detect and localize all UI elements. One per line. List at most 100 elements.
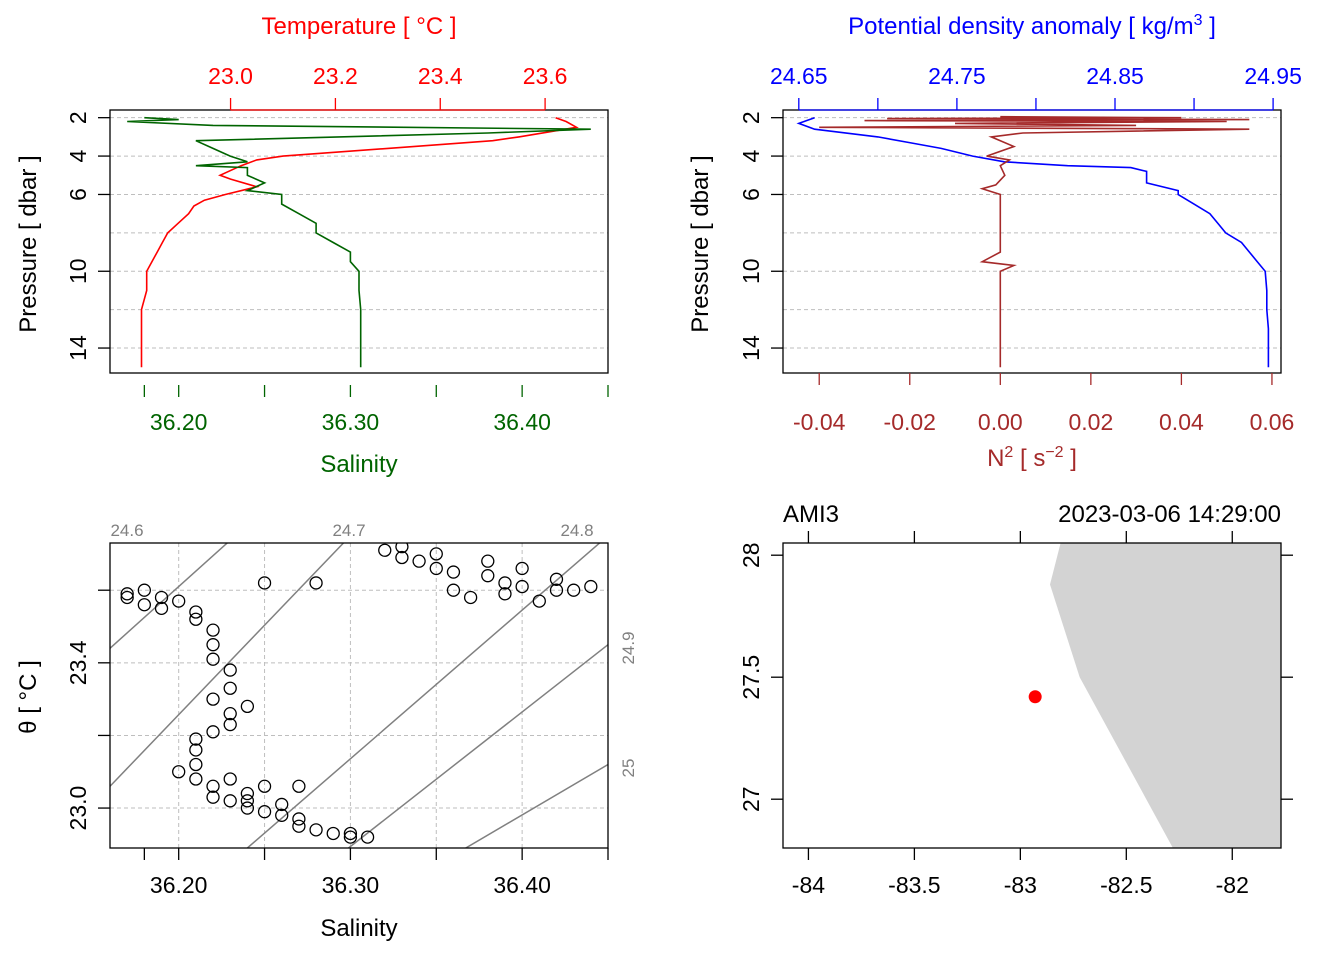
p3-data-point bbox=[223, 717, 237, 732]
p3-data-point bbox=[189, 743, 203, 757]
p2-left-tick-label: 10 bbox=[738, 258, 764, 284]
p3-data-point bbox=[481, 554, 495, 568]
p1-bottom-tick-label: 36.40 bbox=[493, 409, 551, 435]
p3-isopycnal-line bbox=[246, 543, 601, 848]
p3-data-point bbox=[378, 543, 392, 557]
p2-axes: 24.65 24.75 24.85 24.95 -0.04 -0.02 0.00 0.02 0.… bbox=[738, 63, 1302, 435]
p3-isopycnal-label-right: 24.9 bbox=[619, 631, 638, 664]
p1-top-tick-label: 23.6 bbox=[523, 63, 568, 89]
p3-data-point bbox=[292, 779, 306, 793]
p3-data-point bbox=[515, 561, 529, 576]
p3-data-point bbox=[223, 794, 237, 808]
p4-x-tick-label: -83 bbox=[1004, 872, 1037, 898]
p1-bottom-tick-label: 36.30 bbox=[322, 409, 380, 435]
p3-data-point bbox=[292, 812, 306, 826]
p3-data-point bbox=[257, 805, 272, 819]
p3-data-point bbox=[309, 576, 323, 590]
p3-data-point bbox=[189, 772, 203, 786]
p3-data-point bbox=[206, 692, 220, 706]
p3-data-point bbox=[189, 605, 203, 619]
p3-data-point bbox=[498, 587, 512, 601]
p2-top-tick-label: 24.65 bbox=[770, 63, 828, 89]
p3-data-point bbox=[223, 707, 237, 721]
p2-top-tick-label: 24.85 bbox=[1086, 63, 1144, 89]
p3-ylabel: θ [ °C ] bbox=[15, 660, 42, 734]
p3-isopycnal-line bbox=[347, 644, 608, 848]
p1-plot-frame bbox=[109, 109, 609, 374]
p3-data-point bbox=[223, 681, 237, 695]
p4-land-polygon bbox=[1050, 543, 1281, 848]
p2-bottom-tick-label: 0.06 bbox=[1250, 409, 1295, 435]
p4-station bbox=[1028, 690, 1042, 704]
p2-left-axis-title: Pressure [ dbar ] bbox=[687, 155, 714, 332]
p3-data-point bbox=[584, 579, 598, 594]
p2-bottom-tick-label: -0.04 bbox=[793, 409, 846, 435]
p3-isopycnal-line bbox=[110, 543, 229, 649]
p4-y-tick-label: 27.5 bbox=[738, 655, 764, 700]
p3-data-point bbox=[240, 794, 255, 808]
p2-bottom-tick-label: 0.00 bbox=[978, 409, 1023, 435]
p3-isopycnal-line bbox=[110, 543, 345, 787]
p4-plot-frame bbox=[782, 542, 1282, 849]
p3-data-point bbox=[343, 830, 358, 844]
p3-data-point bbox=[326, 826, 340, 841]
p3-data-point bbox=[240, 786, 255, 801]
p4-land bbox=[1050, 543, 1281, 848]
p3-x-tick-label: 36.30 bbox=[322, 872, 380, 898]
p3-data-point bbox=[206, 652, 220, 666]
p4-y-tick-label: 28 bbox=[738, 542, 764, 568]
p3-data-point bbox=[275, 808, 289, 822]
p1-bottom-axis-title: Salinity bbox=[320, 451, 397, 478]
p2-left-tick-label: 2 bbox=[738, 111, 764, 124]
p3-isopycnal-label-top: 24.6 bbox=[110, 521, 143, 540]
panel-station-map: -84 -83.5 -83 -82.5 -82 27 27.5 28 AMI3 2023-03… bbox=[738, 501, 1293, 898]
p3-data-point bbox=[137, 598, 151, 612]
p4-station-name: AMI3 bbox=[783, 501, 839, 528]
p3-data-point bbox=[189, 612, 203, 626]
p3-x-tick-label: 36.20 bbox=[150, 872, 208, 898]
p3-data-point bbox=[549, 572, 564, 586]
p3-data-point bbox=[206, 725, 220, 739]
p2-bottom-tick-label: 0.04 bbox=[1159, 409, 1204, 435]
p3-data-point bbox=[206, 790, 220, 804]
p4-station-marker bbox=[1028, 690, 1042, 704]
p3-data-point bbox=[223, 663, 237, 677]
p2-plot-frame bbox=[782, 109, 1282, 374]
p1-grid bbox=[110, 117, 608, 349]
p3-isopycnal-label-right: 25 bbox=[619, 759, 638, 778]
panel-density-n2-profile: 24.65 24.75 24.85 24.95 -0.04 -0.02 0.00 0.02 0.… bbox=[687, 12, 1302, 472]
p1-top-tick-label: 23.4 bbox=[418, 63, 463, 89]
p3-data-point bbox=[532, 594, 546, 608]
p3-data-point bbox=[515, 579, 529, 594]
p1-salinity-line bbox=[127, 116, 591, 368]
p4-x-tick-label: -83.5 bbox=[888, 872, 940, 898]
p3-data-point bbox=[154, 590, 169, 605]
p1-bottom-tick-label: 36.20 bbox=[150, 409, 208, 435]
p2-density-line bbox=[796, 116, 1270, 368]
p2-left-tick-label: 14 bbox=[738, 335, 764, 361]
p2-left-tick-label: 4 bbox=[738, 149, 764, 162]
p2-bottom-axis-title: N2 [ s−2 ] bbox=[987, 444, 1077, 472]
p3-data-point bbox=[189, 757, 203, 772]
p2-bottom-tick-label: 0.02 bbox=[1068, 409, 1113, 435]
p2-n2-line bbox=[819, 115, 1250, 368]
p4-datetime: 2023-03-06 14:29:00 bbox=[1058, 501, 1281, 528]
p2-bottom-tick-label: -0.02 bbox=[884, 409, 936, 435]
p2-top-axis-title: Potential density anomaly [ kg/m3 ] bbox=[848, 12, 1216, 40]
p3-isopycnals bbox=[110, 543, 608, 848]
p3-data-point bbox=[292, 819, 306, 833]
p2-grid bbox=[783, 117, 1281, 349]
p3-xlabel: Salinity bbox=[320, 915, 397, 942]
p3-data-point bbox=[206, 638, 220, 652]
p3-data-point bbox=[549, 583, 564, 597]
p3-x-tick-label: 36.40 bbox=[493, 872, 551, 898]
p3-data-point bbox=[240, 801, 255, 815]
p1-left-tick-label: 14 bbox=[65, 335, 91, 361]
p3-data-point bbox=[206, 779, 220, 793]
p1-temperature-line bbox=[140, 116, 579, 368]
p1-axes: 23.0 23.2 23.4 23.6 36.20 36.30 36.40 2 4 6 10 14 bbox=[65, 63, 609, 435]
p2-top-axis-title-sup: 3 bbox=[1194, 12, 1203, 29]
p3-data-point bbox=[395, 543, 409, 554]
panel-temperature-salinity-profile: 23.0 23.2 23.4 23.6 36.20 36.30 36.40 2 4 6 10 14 T… bbox=[15, 13, 609, 478]
